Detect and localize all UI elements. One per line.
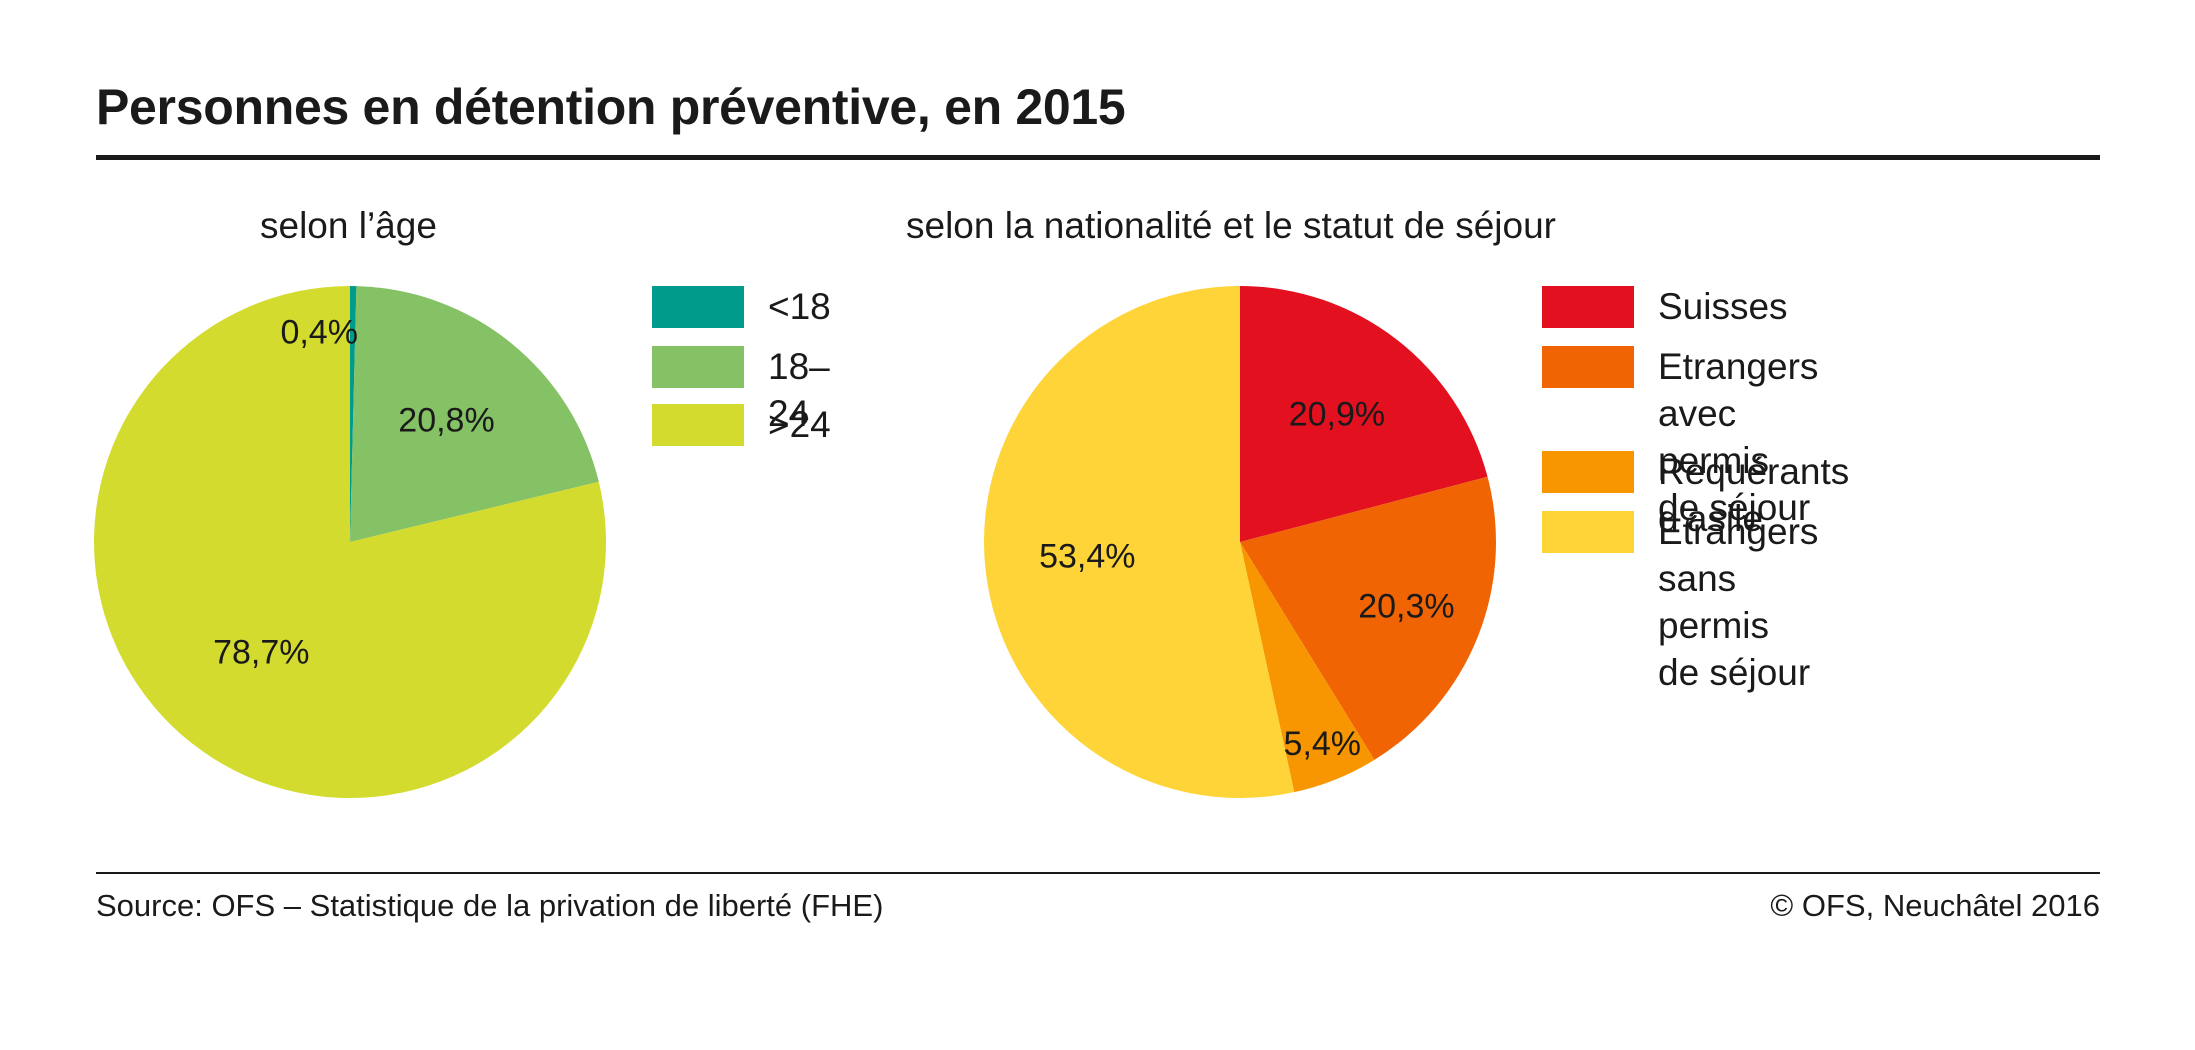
legend-swatch (652, 286, 744, 328)
legend-swatch (1542, 346, 1634, 388)
legend-label: <18 (768, 286, 831, 327)
legend-swatch (652, 346, 744, 388)
legend-item-requ-rants-d-asile: Requérants d’asile (1542, 451, 1849, 542)
legend-item-etrangers-avec-permis-de-s-jour: Etrangers avec permis de séjour (1542, 346, 1818, 531)
pie-slice-24 (94, 286, 607, 798)
legend-swatch (652, 404, 744, 446)
legend-item-etrangers-sans-permis-de-s-jour: Etrangers sans permis de séjour (1542, 511, 1818, 696)
legend-swatch (1542, 511, 1634, 553)
legend-item-24: >24 (652, 404, 831, 448)
legend-swatch (1542, 286, 1634, 328)
slice-value-label: 20,3% (1358, 587, 1454, 625)
legend-item-suisses: Suisses (1542, 286, 1788, 330)
chart-title: Personnes en détention préventive, en 20… (96, 79, 1126, 135)
legend-label: 18–24 (768, 346, 830, 434)
title-rule (96, 155, 2100, 160)
legend-label: Requérants d’asile (1658, 451, 1850, 539)
legend-label: Suisses (1658, 286, 1788, 327)
legend-item-18-24: 18–24 (652, 346, 830, 437)
pie-slice-suisses (1240, 286, 1488, 542)
pie-slice-etrangers-avec-permis-de-s-jour (1240, 476, 1496, 760)
slice-value-label: 0,4% (280, 313, 358, 351)
nationality-pie-chart: 20,9% 20,3% 5,4% 53,4% (983, 286, 1496, 798)
legend-label: Etrangers sans permis de séjour (1658, 511, 1819, 693)
legend-item-18: <18 (652, 286, 831, 330)
age-pie-chart: 0,4% 20,8% 78,7% (94, 286, 607, 798)
slice-value-label: 5,4% (1284, 725, 1362, 763)
legend-swatch (1542, 451, 1634, 493)
footer-rule (96, 872, 2100, 874)
legend-label: >24 (768, 404, 831, 445)
legend-label: Etrangers avec permis de séjour (1658, 346, 1819, 528)
pie-slice-18-24 (350, 286, 599, 542)
slice-value-label: 78,7% (213, 634, 309, 672)
slice-value-label: 20,8% (398, 401, 494, 439)
slice-value-label: 53,4% (1039, 537, 1135, 575)
copyright-note: © OFS, Neuchâtel 2016 (1770, 888, 2100, 923)
source-note: Source: OFS – Statistique de la privatio… (96, 888, 884, 923)
pie-slice-requ-rants-d-asile (1240, 542, 1375, 793)
pie-slice-etrangers-sans-permis-de-s-jour (983, 286, 1295, 798)
nationality-pie-subtitle: selon la nationalité et le statut de séj… (906, 205, 1556, 246)
age-pie-subtitle: selon l’âge (260, 205, 437, 246)
pie-slice-18 (350, 286, 357, 542)
slice-value-label: 20,9% (1289, 395, 1385, 433)
